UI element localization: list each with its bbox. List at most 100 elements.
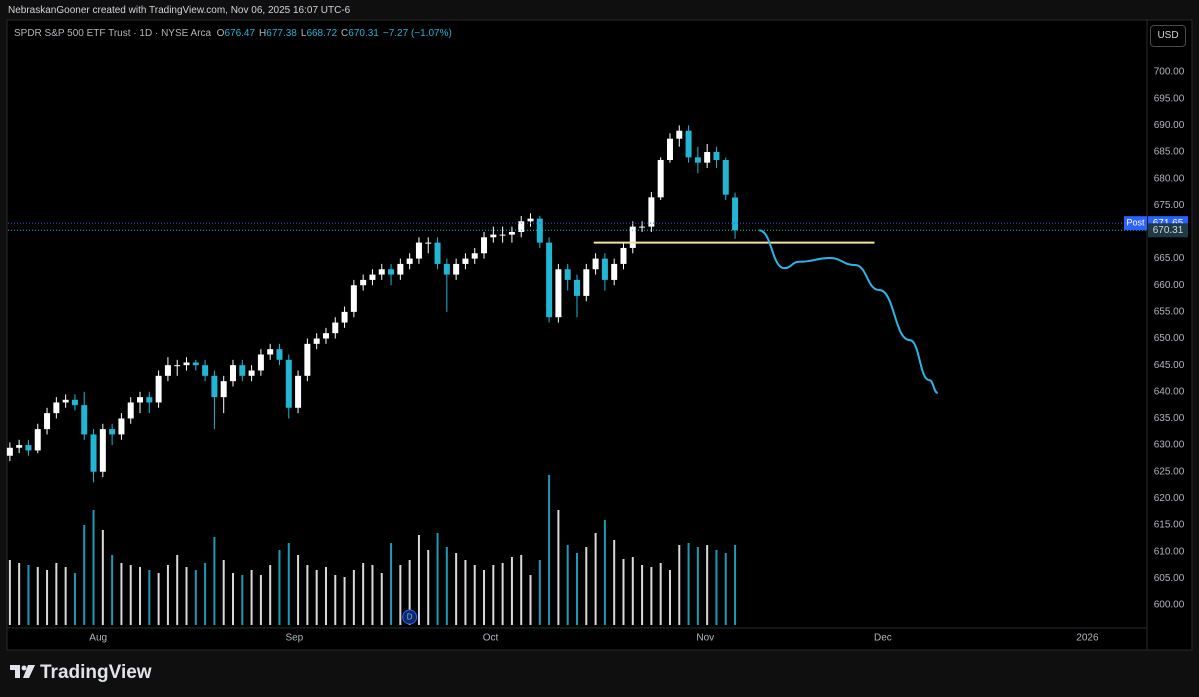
candle-body [713,152,720,161]
candle-body [508,231,515,235]
volume-bar [18,563,21,625]
post-tag [1124,216,1147,231]
credit: NebraskanGooner created with TradingView… [8,5,351,16]
volume-bar [241,575,244,625]
ohlc-value: 670.31 [348,28,379,39]
chart-panel [6,19,1193,651]
candle-body [62,399,69,403]
candle-body [685,130,692,158]
change: −7.27 (−1.07%) [382,28,452,39]
y-tick-label: 625.00 [1154,466,1185,477]
candle-body [137,397,144,403]
brand-logo [10,665,35,678]
candle-body [118,418,125,435]
volume-bar [557,510,560,625]
last-price-label: 670.31 [1153,225,1184,236]
post-tag-label: Post [1126,218,1145,228]
volume-bar [696,547,699,625]
currency-button[interactable]: USD [1150,25,1186,47]
candle-body [499,234,506,236]
candle-body [471,253,478,259]
y-tick-label: 690.00 [1154,120,1185,131]
volume-bar [148,570,151,625]
volume-bar [622,559,625,625]
volume-bar [129,565,132,625]
volume-bar [399,565,402,625]
volume-bar [92,510,95,625]
volume-bar [408,560,411,625]
candle-body [490,234,497,238]
candle-body [295,375,302,408]
volume-bar [213,537,216,625]
volume-bar [641,565,644,625]
ohlc-letter: L [300,28,307,39]
volume-bar [380,573,383,625]
candle-body [388,269,395,275]
candle-body [611,263,618,280]
volume-bar [27,565,30,625]
y-tick-label: 700.00 [1154,67,1185,78]
volume-bar [362,563,365,625]
candle-body [518,221,525,232]
volume-bar [687,543,690,625]
volume-bar [706,545,709,625]
y-tick-label: 615.00 [1154,520,1185,531]
volume-bar [157,573,160,625]
volume-bar [371,565,374,625]
candle-body [127,402,134,419]
volume-bar [492,565,495,625]
candle-body [267,349,274,355]
ohlc-value: 676.47 [224,28,256,39]
candle-body [360,279,367,286]
volume-bar [139,567,142,625]
candle-body [332,322,339,334]
candle-body [90,434,97,472]
volume-bar [120,563,123,625]
candle-body [694,157,701,163]
candle-body [546,242,553,318]
candle-body [146,397,153,403]
symbol-title: SPDR S&P 500 ETF Trust · 1D · NYSE Arca [14,28,212,39]
candle-body [183,362,190,366]
candle-body [369,274,376,280]
volume-bar [64,567,67,625]
candle-body [6,447,13,456]
volume-bar [613,540,616,625]
y-tick-label: 675.00 [1154,200,1185,211]
volume-bar [724,553,727,625]
candle-body [462,258,469,264]
volume-bar [315,570,318,625]
candle-body [25,445,32,451]
candle-body [601,258,608,280]
candle-body [248,370,255,376]
volume-bar [297,555,300,625]
candle-body [704,152,711,163]
candle-body [285,359,292,408]
candle-body [341,311,348,323]
candle-body [453,263,460,275]
candle-body [648,197,655,227]
y-tick-label: 635.00 [1154,413,1185,424]
volume-bar [101,530,104,625]
volume-bar [306,565,309,625]
candle-body [350,285,357,312]
candle-body [415,242,422,259]
y-tick-label: 605.00 [1154,573,1185,584]
candle-body [44,413,51,430]
candle-body [481,237,488,254]
candle-body [34,429,41,451]
y-tick-label: 685.00 [1154,147,1185,158]
volume-bar [529,575,532,625]
volume-bar [650,567,653,625]
volume-bar [603,520,606,625]
candle-body [174,365,181,367]
candle-body [434,242,441,264]
volume-bar [231,573,234,625]
candle-body [443,263,450,275]
volume-bar [176,555,179,625]
candle-body [722,160,729,195]
volume-bar [194,570,197,625]
volume-bar [510,557,513,625]
